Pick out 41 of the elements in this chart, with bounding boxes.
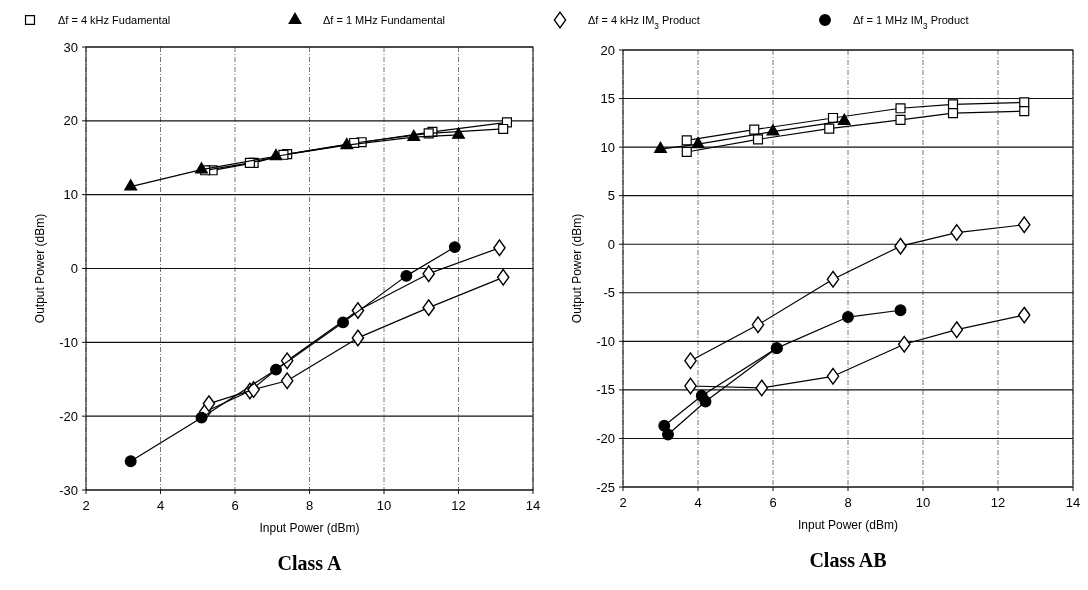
y-tick-label: -10 [59,334,78,350]
x-tick-label: 4 [156,498,165,513]
y-tick-label: -30 [59,482,78,498]
y-tick-label: 0 [607,236,615,252]
y-axis-title: Output Power (dBm) [33,213,47,324]
y-tick-label: 10 [600,139,615,155]
x-tick-label: 2 [82,498,90,513]
y-tick-label: 5 [607,188,615,204]
x-tick-label: 10 [376,498,392,513]
x-tick-label: 6 [769,495,777,510]
y-tick-label: -5 [603,285,615,301]
text: Class AB [809,549,887,571]
y-tick-label: -25 [596,479,615,495]
y-tick-label: -10 [596,333,615,349]
y-axis-title: Output Power (dBm) [570,213,584,324]
y-tick-label: 15 [600,91,615,107]
x-axis-title: Input Power (dBm) [797,518,899,532]
y-tick-label: 10 [63,187,78,203]
x-tick-label: 12 [451,498,466,513]
x-tick-label: 8 [305,498,314,513]
x-tick-label: 4 [694,495,702,510]
x-tick-label: 14 [525,498,541,513]
legend-label: Δf = 1 MHz Fundamental [323,14,445,26]
x-tick-label: 2 [619,495,627,510]
x-tick-label: 10 [915,495,931,510]
x-axis-title: Input Power (dBm) [259,521,360,535]
y-tick-label: 20 [600,42,615,58]
x-tick-label: 8 [844,495,852,510]
legend-label: Δf = 4 kHz Fudamental [58,14,171,26]
y-tick-label: -15 [596,382,615,398]
text: Class A [277,552,343,574]
y-tick-label: 0 [70,261,78,276]
x-tick-label: 14 [1065,495,1081,510]
x-tick-label: 6 [231,498,239,513]
x-tick-label: 12 [990,495,1006,510]
legend-label: Δf = 1 MHz IM$_{3}$ Product [853,14,969,31]
y-tick-label: 30 [63,39,78,55]
y-tick-label: -20 [596,430,615,446]
y-tick-label: 20 [63,113,78,129]
y-tick-label: -20 [59,408,78,424]
legend-label: Δf = 4 kHz IM$_{3}$ Product [588,14,700,31]
